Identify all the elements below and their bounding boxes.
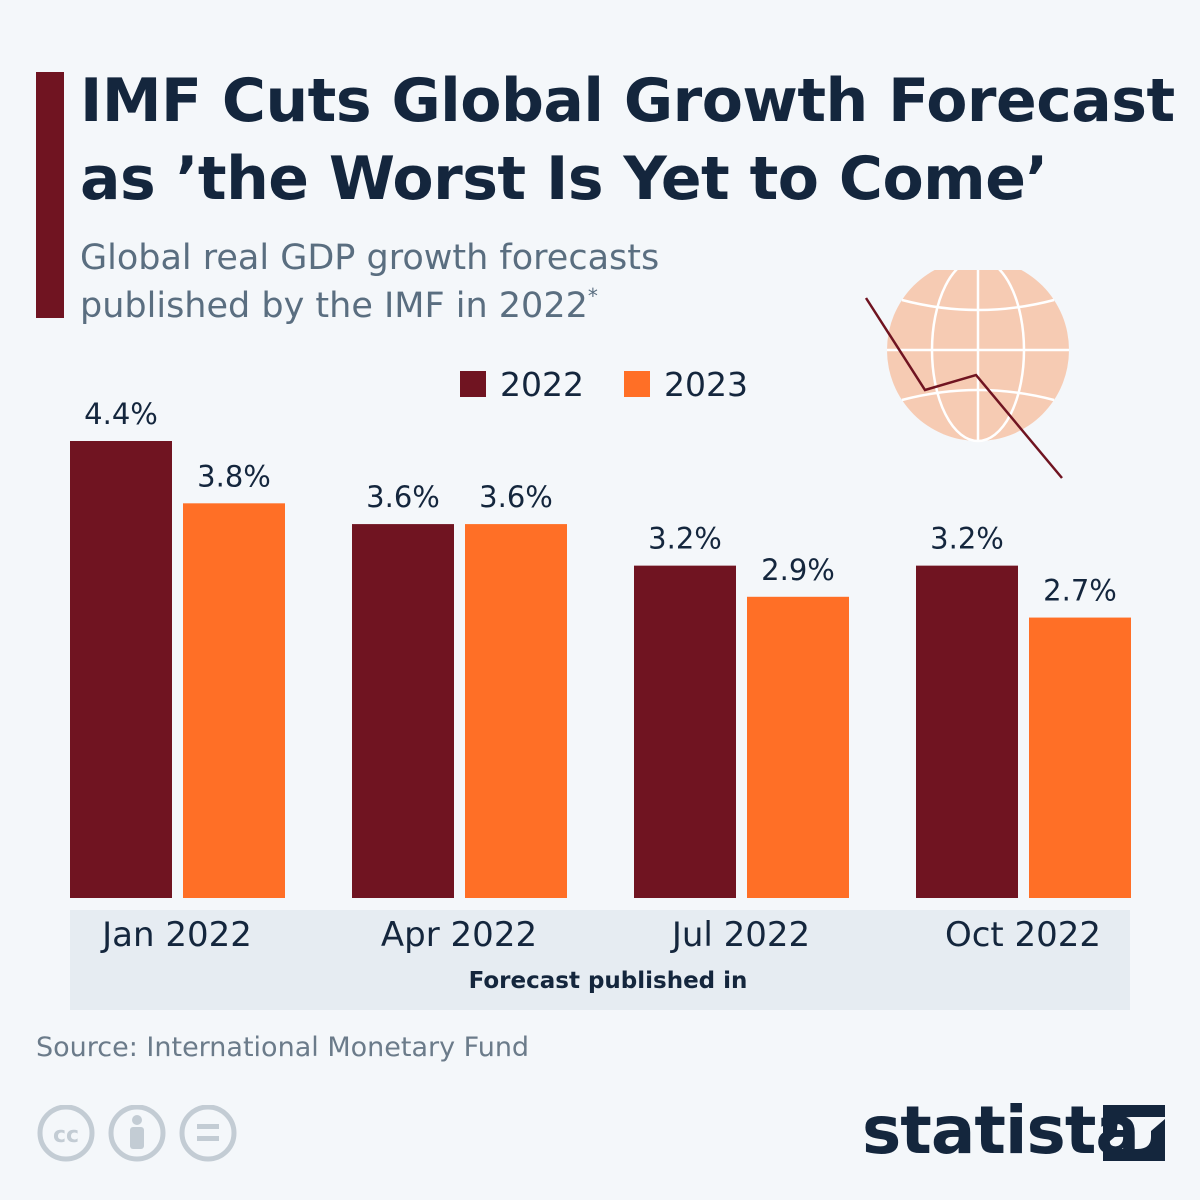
x-tick-label-2: Jul 2022: [670, 915, 810, 955]
legend-item-2023: 2023: [623, 364, 748, 404]
x-axis-panel: [70, 910, 1130, 1010]
legend-item-2022: 2022: [460, 365, 584, 404]
data-label-2023-0: 3.8%: [197, 459, 271, 493]
subtitle-line-2-text: published by the IMF in 2022: [80, 286, 588, 326]
subtitle-line-2: published by the IMF in 2022*: [80, 282, 780, 330]
legend-swatch-2022: [460, 371, 486, 397]
data-label-2022-0: 4.4%: [84, 397, 158, 431]
x-tick-label-0: Jan 2022: [100, 915, 252, 955]
legend-swatch-2023: [623, 371, 650, 397]
title-line-1: IMF Cuts Global Growth Forecast: [80, 66, 1175, 136]
falling-trend-line-icon: [864, 297, 1063, 479]
data-label-2022-2: 3.2%: [648, 522, 722, 556]
x-tick-label-1: Apr 2022: [381, 915, 537, 955]
statista-logo[interactable]: statista: [862, 1092, 1140, 1169]
no-derivatives-icon: [179, 1105, 237, 1162]
source-note: Source: International Monetary Fund: [36, 1032, 530, 1063]
legend-label-2023: 2023: [663, 364, 748, 404]
license-icons: cc: [37, 1105, 237, 1162]
legend: 2022 2023: [460, 360, 748, 408]
globe-trend-icon: [864, 270, 1069, 479]
data-label-2022-1: 3.6%: [366, 480, 440, 514]
chart-subtitle: Global real GDP growth forecasts publish…: [80, 234, 780, 330]
cc-icon-text: cc: [53, 1123, 79, 1148]
bar-2023-2: [747, 596, 849, 898]
bar-2022-3: [916, 565, 1018, 898]
statista-logo-icon: [1103, 1105, 1165, 1161]
cc-icon: cc: [37, 1105, 95, 1162]
attribution-icon: [108, 1105, 166, 1162]
bar-2023-1: [465, 524, 567, 898]
title-line-2: as ’the Worst Is Yet to Come’: [80, 144, 1048, 214]
x-tick-label-3: Oct 2022: [945, 915, 1101, 955]
legend-label-2022: 2022: [500, 364, 584, 404]
bar-2023-3: [1029, 617, 1131, 898]
bar-2022-1: [352, 524, 454, 898]
data-label-2022-3: 3.2%: [930, 522, 1004, 556]
title-accent-bar: [36, 72, 64, 318]
data-label-2023-3: 2.7%: [1043, 574, 1117, 608]
bar-2022-0: [70, 441, 172, 898]
data-label-2023-2: 2.9%: [761, 553, 835, 587]
x-axis-title: Forecast published in: [468, 968, 748, 994]
bar-2022-2: [634, 565, 736, 898]
bar-2023-0: [183, 503, 285, 898]
data-label-2023-1: 3.6%: [479, 480, 553, 514]
chart-title: IMF Cuts Global Growth Forecast as ’the …: [80, 62, 1180, 218]
globe-grid-lines: [887, 270, 1069, 443]
subtitle-line-1: Global real GDP growth forecasts: [80, 238, 660, 278]
footnote-mark: *: [587, 284, 598, 308]
